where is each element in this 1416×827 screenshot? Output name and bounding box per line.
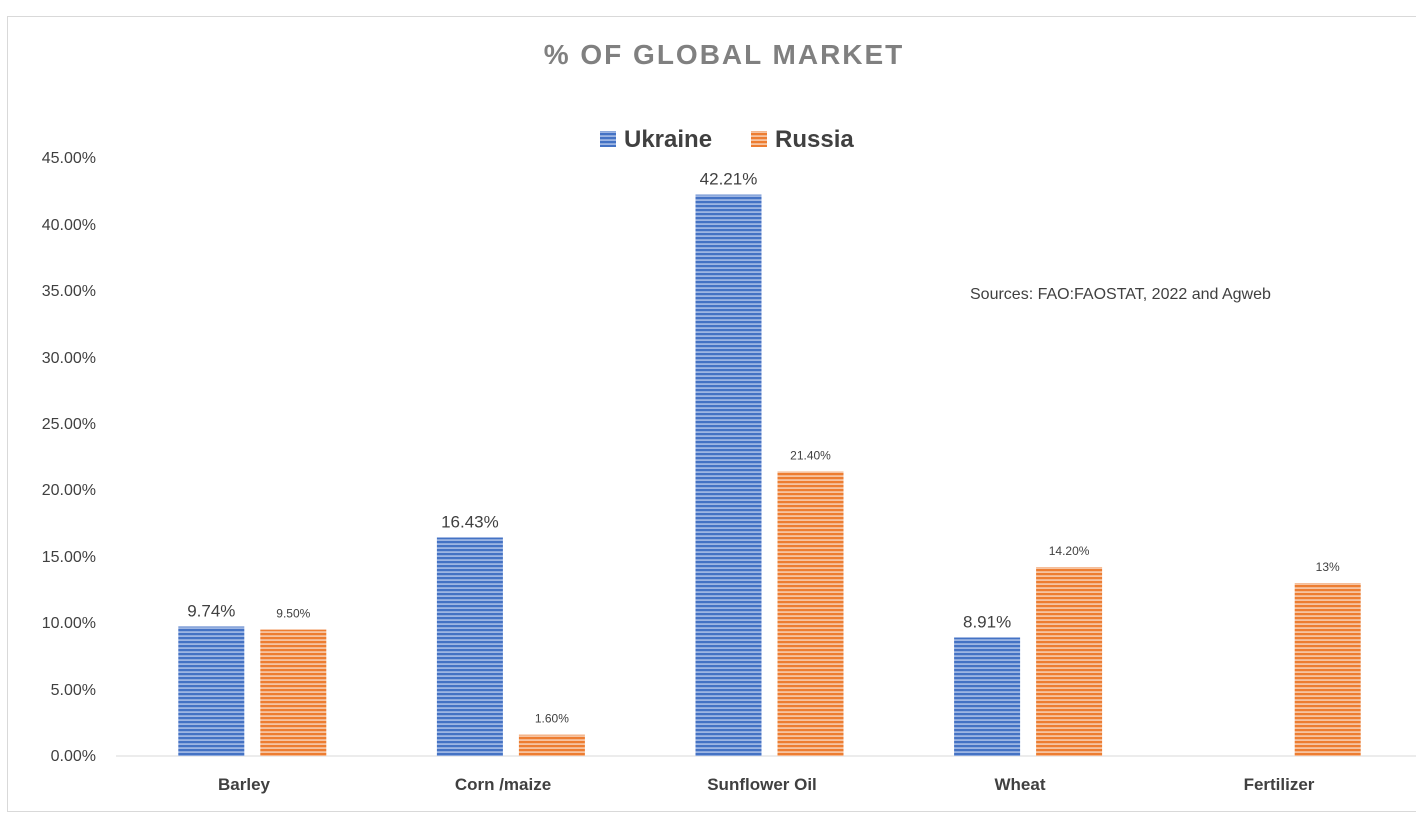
data-label-russia: 14.20% xyxy=(1049,544,1090,558)
bar-russia xyxy=(518,734,585,756)
data-label-ukraine: 8.91% xyxy=(963,613,1011,632)
bar-ukraine xyxy=(178,626,245,756)
y-tick-label: 45.00% xyxy=(42,150,96,167)
y-tick-label: 20.00% xyxy=(42,482,96,499)
y-tick-label: 25.00% xyxy=(42,416,96,433)
y-tick-label: 0.00% xyxy=(51,748,96,765)
y-tick-label: 5.00% xyxy=(51,682,96,699)
data-label-russia: 1.60% xyxy=(535,712,569,726)
y-tick-label: 35.00% xyxy=(42,283,96,300)
bar-ukraine xyxy=(954,637,1021,756)
bar-russia xyxy=(1036,567,1103,756)
data-label-russia: 21.40% xyxy=(790,448,831,462)
data-label-ukraine: 16.43% xyxy=(441,513,499,532)
legend: Ukraine Russia xyxy=(600,126,854,153)
x-tick-label: Sunflower Oil xyxy=(707,775,817,794)
legend-label-ukraine: Ukraine xyxy=(624,126,712,153)
x-tick-label: Fertilizer xyxy=(1244,775,1315,794)
x-axis: Barley Corn /maize Sunflower Oil Wheat F… xyxy=(218,775,1315,794)
bar-russia xyxy=(1294,583,1361,756)
bar-russia xyxy=(260,629,327,756)
data-label-russia: 13% xyxy=(1316,560,1340,574)
y-tick-label: 40.00% xyxy=(42,217,96,234)
chart-title: % OF GLOBAL MARKET xyxy=(544,39,905,70)
bar-chart: % OF GLOBAL MARKET Ukraine Russia 0.00% … xyxy=(42,39,1416,794)
legend-label-russia: Russia xyxy=(775,126,854,153)
bars: 9.74% 9.50% 16.43% 1.60% 42.21% 21.40% 8.91% 14… xyxy=(178,170,1361,757)
bar-russia xyxy=(777,471,844,756)
bar-ukraine xyxy=(436,537,503,756)
data-label-russia: 9.50% xyxy=(276,607,310,621)
legend-swatch-ukraine xyxy=(600,131,616,147)
bar-ukraine xyxy=(695,194,762,757)
data-label-ukraine: 9.74% xyxy=(187,602,235,621)
sources-note: Sources: FAO:FAOSTAT, 2022 and Agweb xyxy=(970,286,1271,303)
x-tick-label: Corn /maize xyxy=(455,775,551,794)
legend-swatch-russia xyxy=(751,131,767,147)
y-tick-label: 10.00% xyxy=(42,615,96,632)
y-axis: 0.00% 5.00% 10.00% 15.00% 20.00% 25.00% … xyxy=(42,150,96,765)
chart-frame: % OF GLOBAL MARKET Ukraine Russia 0.00% … xyxy=(7,16,1416,812)
data-label-ukraine: 42.21% xyxy=(700,170,758,189)
x-tick-label: Wheat xyxy=(995,775,1046,794)
y-tick-label: 30.00% xyxy=(42,350,96,367)
x-tick-label: Barley xyxy=(218,775,271,794)
y-tick-label: 15.00% xyxy=(42,549,96,566)
